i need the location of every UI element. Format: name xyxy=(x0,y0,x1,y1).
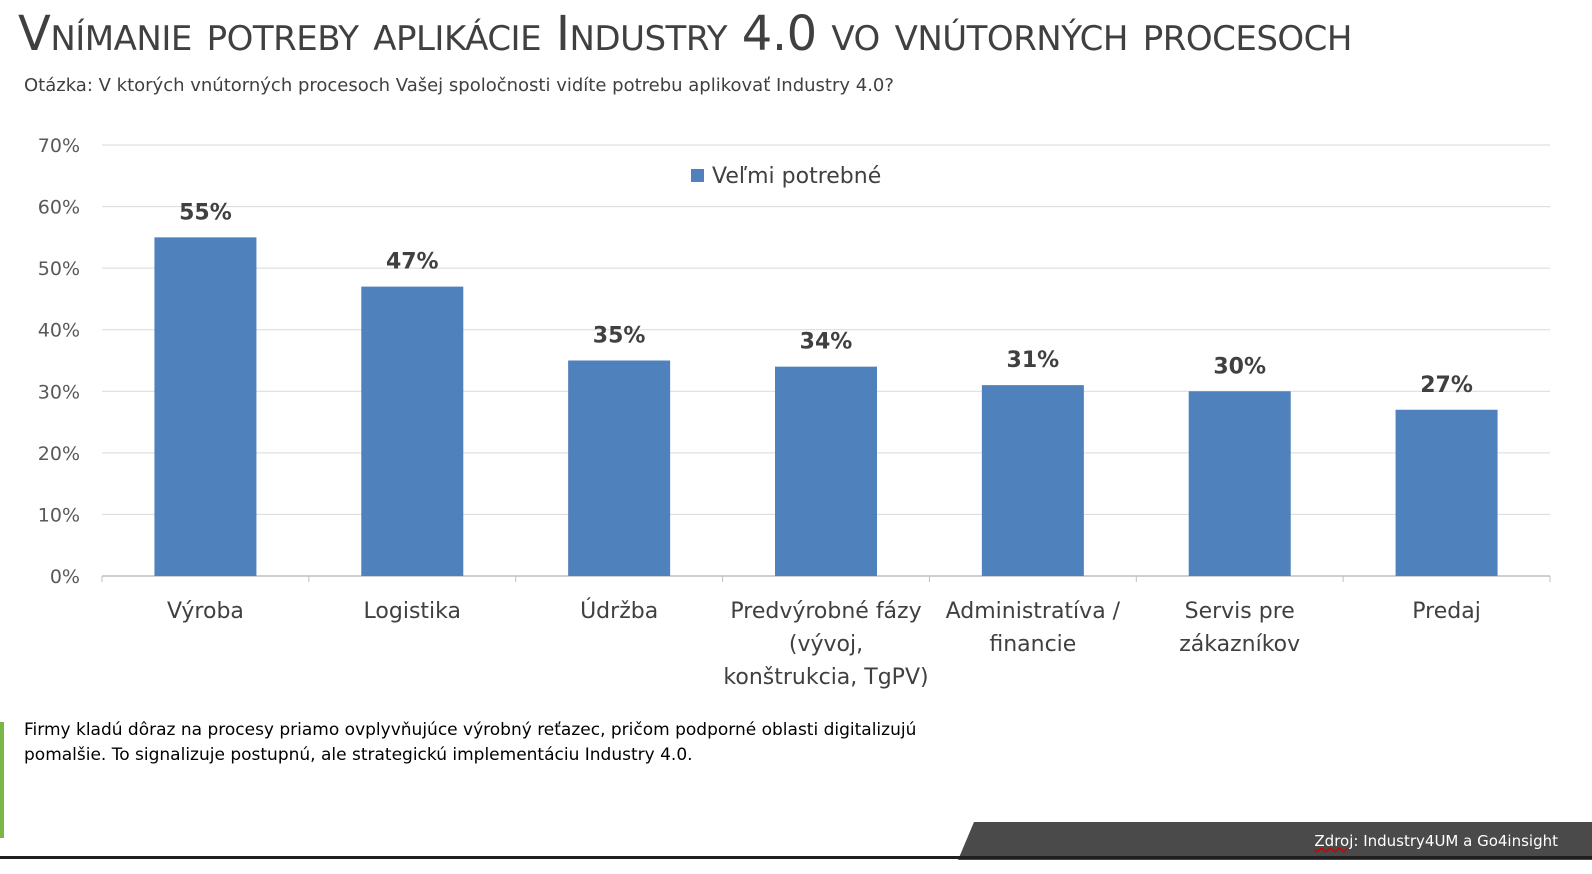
x-tick-label-line: (vývoj, xyxy=(789,632,863,657)
x-tick-label: Administratíva / financie xyxy=(946,599,1121,657)
note-accent-bar xyxy=(0,722,4,838)
y-tick-label: 50% xyxy=(38,258,80,280)
x-axis-ticks: Výroba Logistika Údržba Predvýrobné fázy (vý… xyxy=(167,598,1481,690)
y-tick-label: 30% xyxy=(38,381,80,403)
x-tick-label: Logistika xyxy=(364,599,461,624)
y-tick-label: 0% xyxy=(50,566,80,588)
data-label: 31% xyxy=(1007,348,1060,373)
data-label: 55% xyxy=(179,200,232,225)
bar xyxy=(361,286,464,576)
source-band xyxy=(958,822,1592,860)
x-tick-label-line: Administratíva / xyxy=(946,599,1121,624)
y-tick-label: 20% xyxy=(38,443,80,465)
bar xyxy=(775,366,877,576)
data-label: 27% xyxy=(1420,373,1473,398)
chart-legend: Veľmi potrebné xyxy=(691,164,881,189)
data-labels: 55% 47% 35% 34% 31% 30% 27% xyxy=(179,200,1473,397)
data-label: 30% xyxy=(1213,354,1266,379)
chart-bars xyxy=(154,237,1498,576)
summary-note: Firmy kladú dôraz na procesy priamo ovpl… xyxy=(24,720,917,765)
x-tick-label: Údržba xyxy=(580,598,658,624)
x-tick-label: Výroba xyxy=(167,599,244,624)
page-title: Vnímanie potreby aplikácie Industry 4.0 … xyxy=(18,6,1352,62)
x-tick-label-line: zákazníkov xyxy=(1179,632,1300,657)
x-tick-label-line: Servis pre xyxy=(1185,599,1295,624)
bar xyxy=(1395,409,1498,576)
data-label: 35% xyxy=(593,324,646,349)
x-tick-label: Predaj xyxy=(1412,599,1481,624)
data-label: 47% xyxy=(386,250,439,275)
legend-swatch xyxy=(691,169,704,182)
bar-chart: 0% 10% 20% 30% 40% 50% 60% 70% 55% 47% 35% 34% 31% 3… xyxy=(38,135,1551,690)
source-text: : Industry4UM a Go4insight xyxy=(1353,832,1558,850)
legend-label: Veľmi potrebné xyxy=(712,164,881,189)
y-tick-label: 40% xyxy=(38,320,80,342)
bottom-rule xyxy=(0,856,1592,859)
x-tick-label-line: Údržba xyxy=(580,598,658,624)
bar xyxy=(1188,391,1291,576)
question-subtitle: Otázka: V ktorých vnútorných procesoch V… xyxy=(24,75,894,96)
y-tick-label: 70% xyxy=(38,135,80,157)
bar xyxy=(981,385,1084,576)
source-credit: Zdroj: Industry4UM a Go4insight xyxy=(1314,832,1558,850)
y-tick-label: 10% xyxy=(38,504,80,526)
x-tick-label-line: konštrukcia, TgPV) xyxy=(723,665,928,690)
x-tick-label-line: Výroba xyxy=(167,599,244,624)
x-tick-label-line: Logistika xyxy=(364,599,461,624)
y-axis-ticks: 0% 10% 20% 30% 40% 50% 60% 70% xyxy=(38,135,80,588)
x-tick-label-line: Predvýrobné fázy xyxy=(730,599,921,624)
chart-gridlines xyxy=(101,144,1551,582)
data-label: 34% xyxy=(800,330,853,355)
x-tick-label: Predvýrobné fázy (vývoj, konštrukcia, TgPV… xyxy=(723,599,928,690)
x-tick-label-line: Predaj xyxy=(1412,599,1481,624)
bar xyxy=(568,360,671,576)
x-tick-label: Servis pre zákazníkov xyxy=(1179,599,1300,657)
bar xyxy=(154,237,257,576)
source-label: Zdroj xyxy=(1314,832,1354,850)
x-tick-label-line: financie xyxy=(989,632,1076,657)
y-tick-label: 60% xyxy=(38,197,80,219)
